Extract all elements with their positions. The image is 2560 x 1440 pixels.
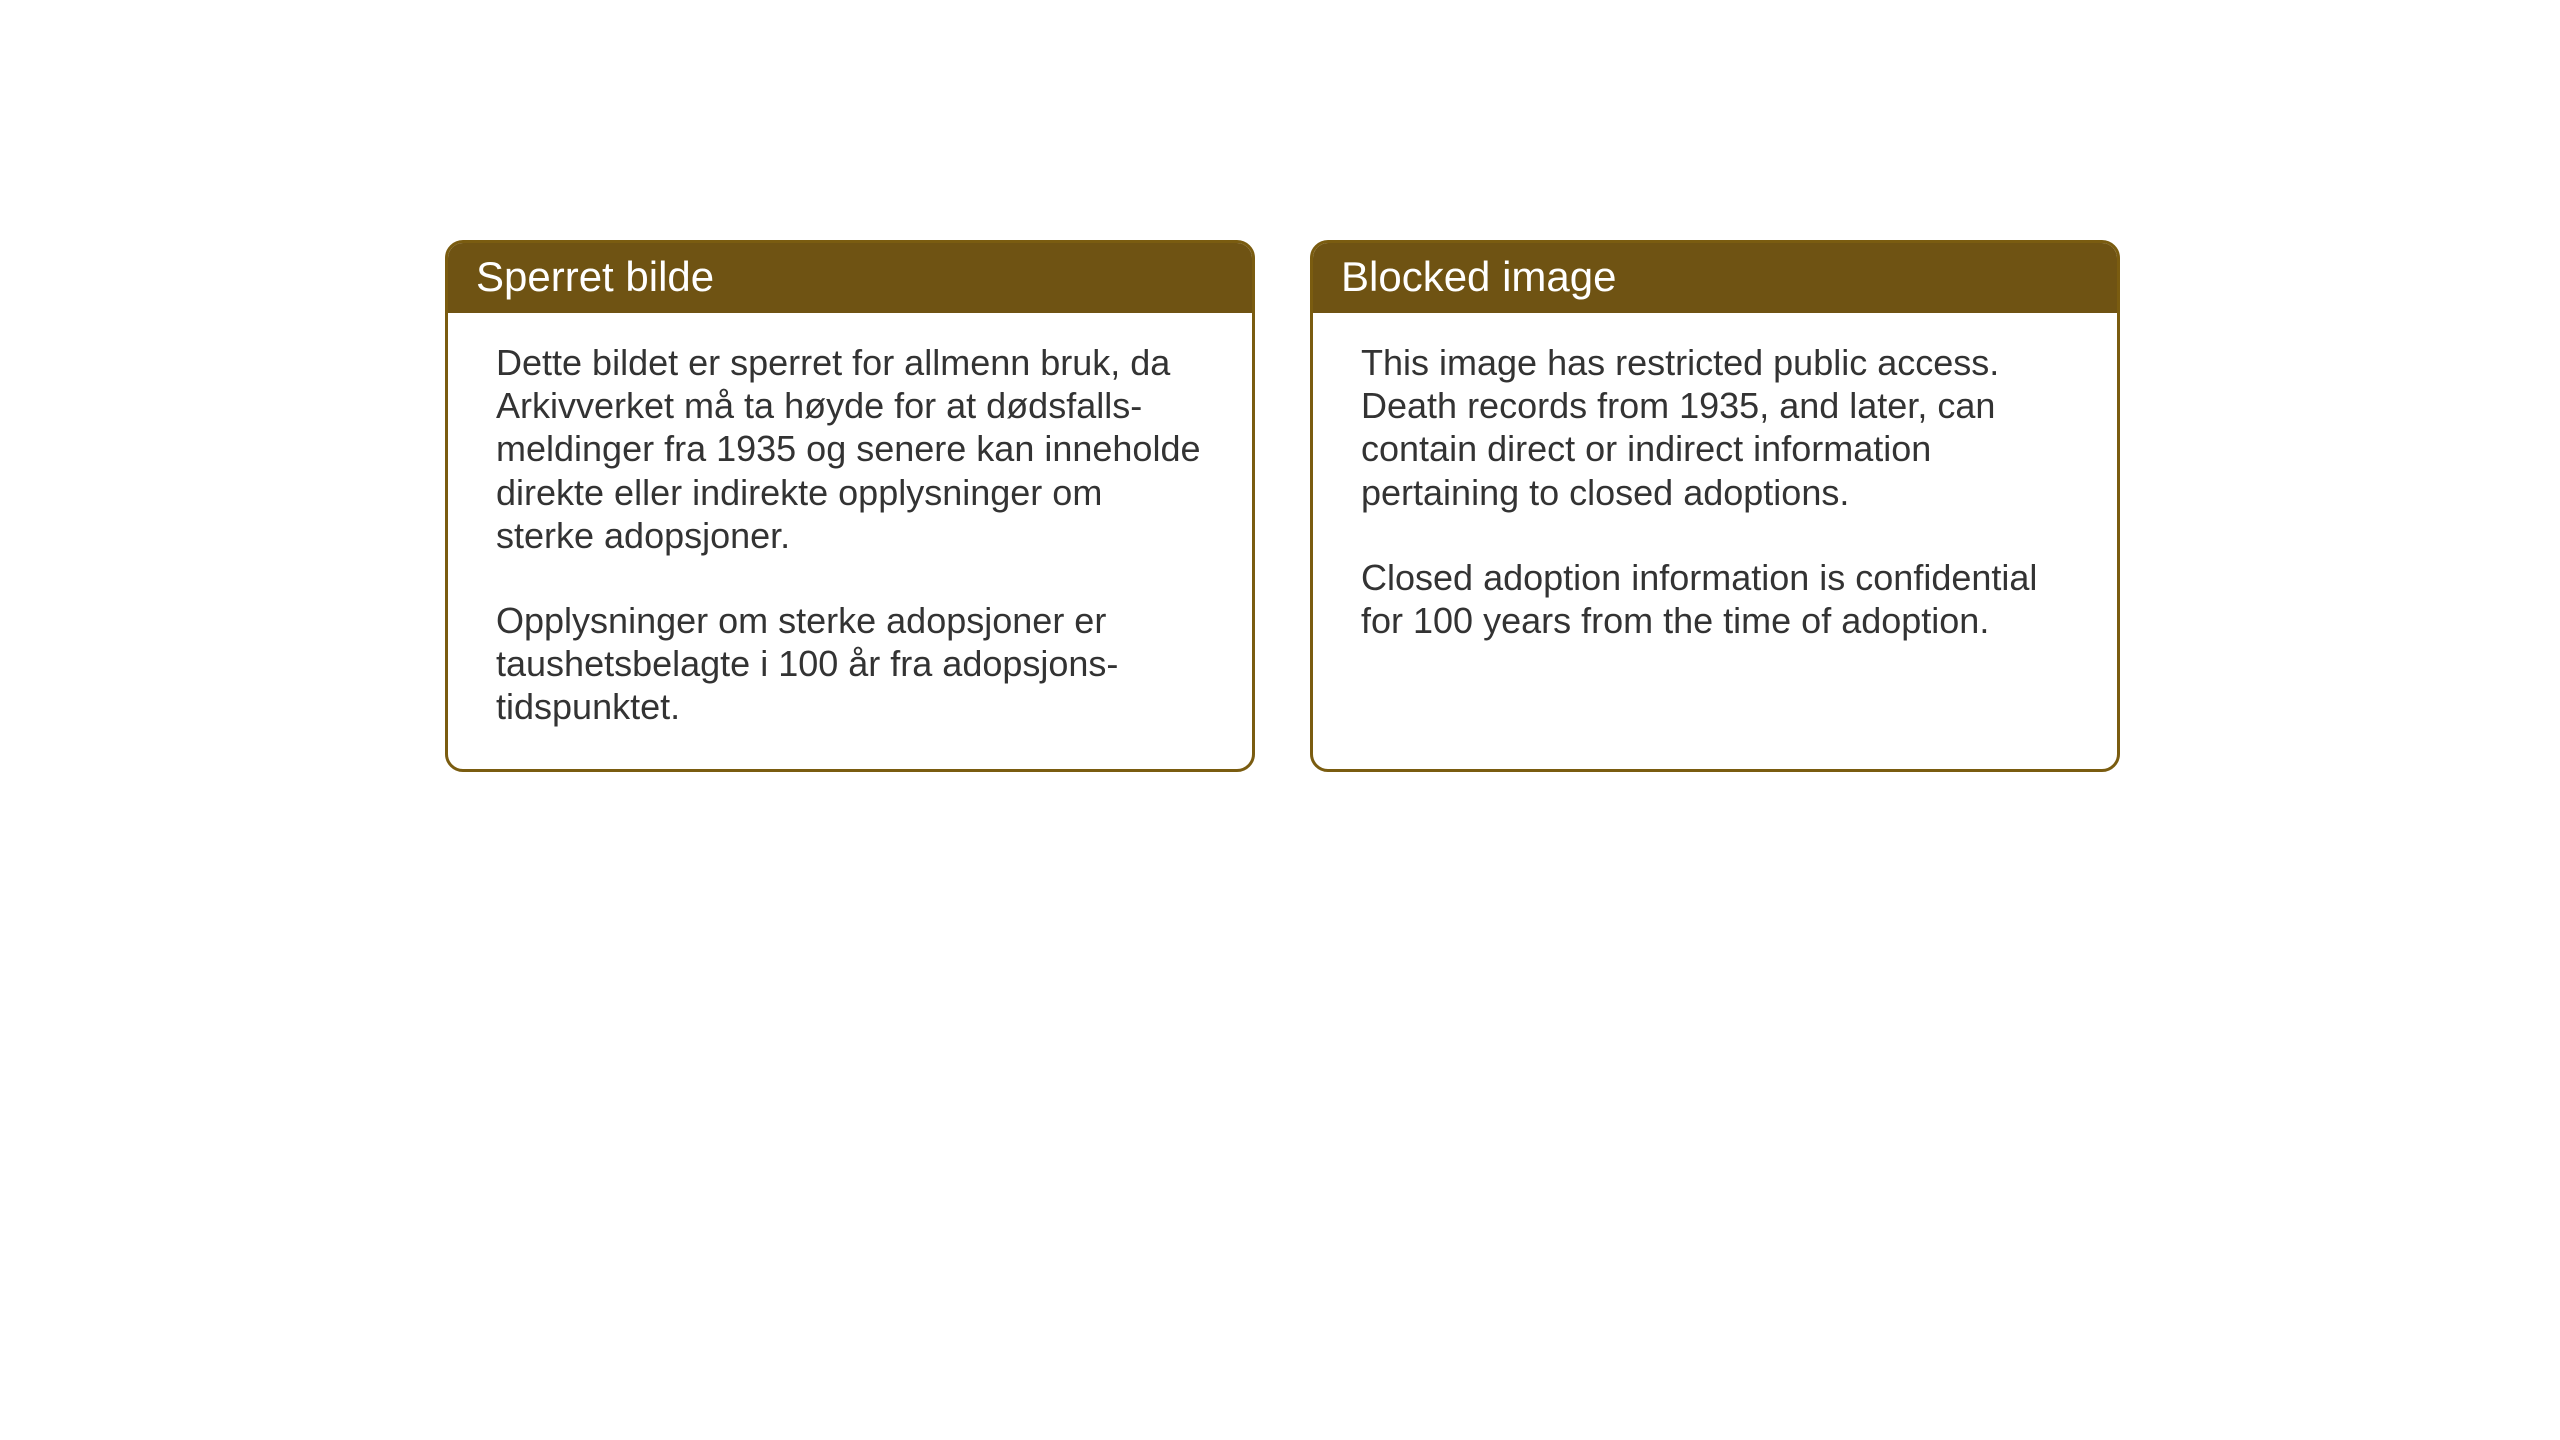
- notice-card-norwegian: Sperret bilde Dette bildet er sperret fo…: [445, 240, 1255, 772]
- card-paragraph-2-english: Closed adoption information is confident…: [1361, 556, 2069, 642]
- card-paragraph-1-english: This image has restricted public access.…: [1361, 341, 2069, 514]
- card-paragraph-2-norwegian: Opplysninger om sterke adopsjoner er tau…: [496, 599, 1204, 729]
- card-body-norwegian: Dette bildet er sperret for allmenn bruk…: [448, 313, 1252, 769]
- card-title-norwegian: Sperret bilde: [448, 243, 1252, 313]
- notice-card-english: Blocked image This image has restricted …: [1310, 240, 2120, 772]
- card-body-english: This image has restricted public access.…: [1313, 313, 2117, 682]
- notice-cards-container: Sperret bilde Dette bildet er sperret fo…: [445, 240, 2120, 772]
- card-title-english: Blocked image: [1313, 243, 2117, 313]
- card-paragraph-1-norwegian: Dette bildet er sperret for allmenn bruk…: [496, 341, 1204, 557]
